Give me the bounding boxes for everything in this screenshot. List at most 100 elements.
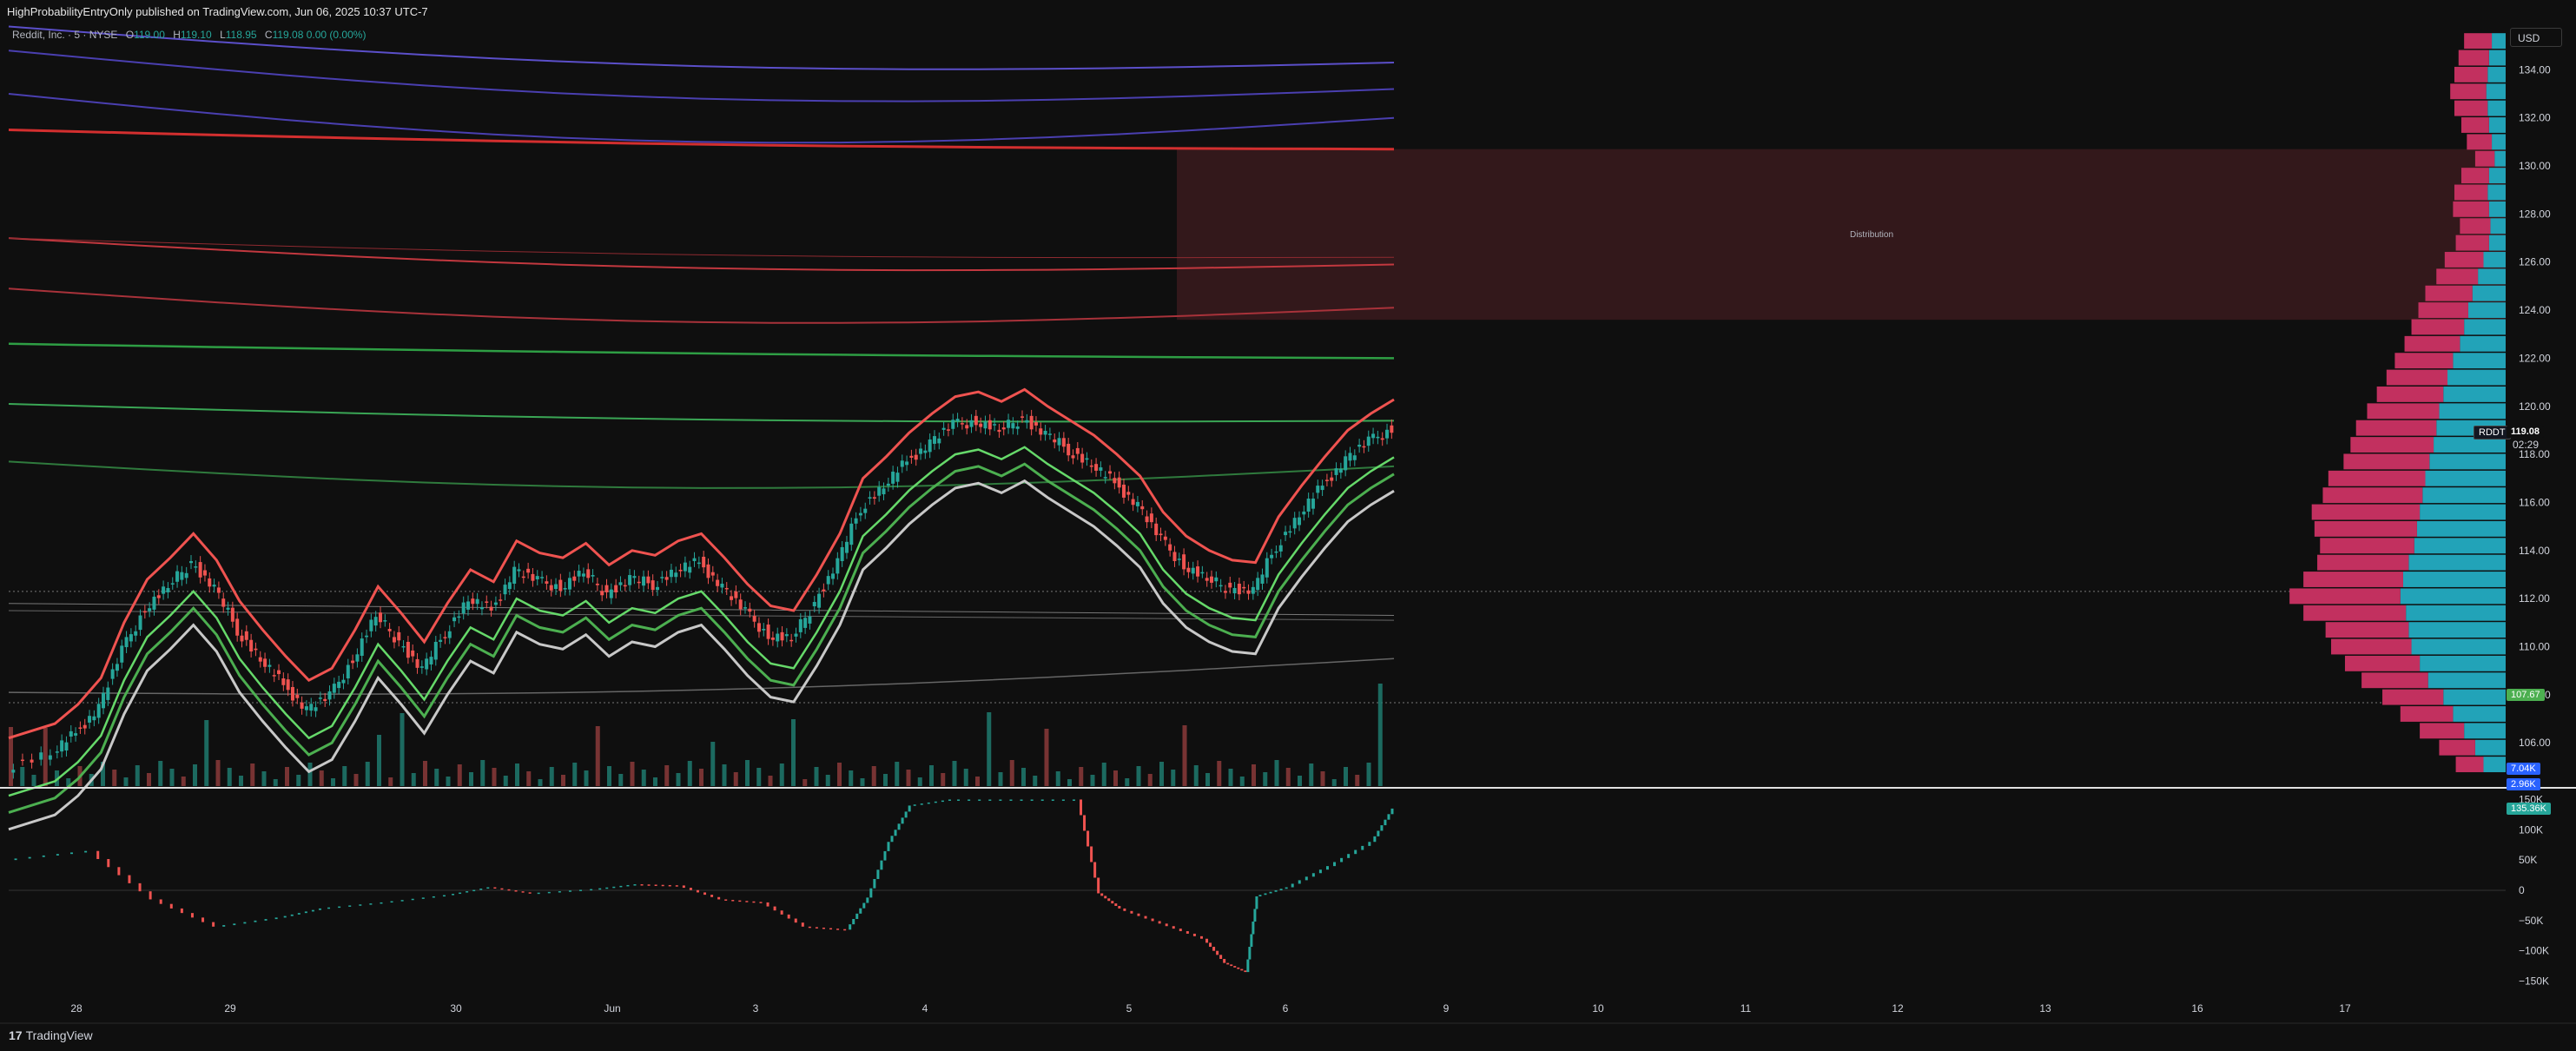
profile-sell-bar xyxy=(2355,420,2437,436)
delta-candle xyxy=(988,799,992,801)
delta-candle xyxy=(590,889,593,891)
volume-bar xyxy=(929,765,934,786)
candle-body xyxy=(60,740,64,752)
delta-last-tag: 135.36K xyxy=(2507,803,2551,815)
profile-sell-bar xyxy=(2474,150,2495,167)
symbol-title[interactable]: Reddit, Inc. · 5 · NYSE xyxy=(12,29,118,41)
candle-body xyxy=(1196,566,1200,577)
delta-candle xyxy=(568,890,571,892)
profile-buy-bar xyxy=(2434,437,2506,453)
volume-bar xyxy=(1021,768,1026,786)
candle-body xyxy=(983,421,987,429)
currency-button[interactable]: USD xyxy=(2510,28,2562,47)
candle-body xyxy=(743,607,748,609)
volume-bar xyxy=(687,761,692,786)
candle-body xyxy=(923,450,928,453)
candle-body xyxy=(531,573,535,581)
candle-body xyxy=(642,576,646,586)
time-axis-tick: 5 xyxy=(1126,1002,1133,1015)
volume-bar xyxy=(1147,774,1153,786)
candle-body xyxy=(1080,453,1085,463)
volume-bar xyxy=(895,762,900,786)
candle-body xyxy=(766,625,770,639)
candle-body xyxy=(669,569,673,578)
candle-body xyxy=(581,573,585,577)
volume-bar xyxy=(998,772,1003,786)
volume-bar xyxy=(849,770,854,786)
candle-body xyxy=(863,508,868,513)
candle-body xyxy=(1117,477,1121,488)
candle-body xyxy=(272,675,276,677)
candle-body xyxy=(1352,455,1357,460)
time-axis-tick: 10 xyxy=(1592,1002,1604,1015)
profile-sell-bar xyxy=(2454,184,2488,201)
delta-candle xyxy=(400,900,404,902)
tradingview-brand[interactable]: 17 TradingView xyxy=(9,1028,93,1042)
candle-series xyxy=(11,409,1394,779)
candle-body xyxy=(1265,558,1269,578)
profile-sell-bar xyxy=(2367,403,2440,420)
candle-body xyxy=(212,585,216,587)
candle-body xyxy=(748,608,752,612)
profile-sell-bar xyxy=(2311,504,2421,520)
candle-body xyxy=(1099,467,1103,471)
volume-bar xyxy=(480,760,485,786)
volume-bar xyxy=(561,775,565,786)
delta-candle xyxy=(28,856,31,859)
volume-bar xyxy=(952,761,957,786)
delta-candle xyxy=(852,918,855,925)
candle-body xyxy=(69,730,73,737)
candle-body xyxy=(628,575,632,585)
volume-bar xyxy=(147,773,151,786)
delta-candle xyxy=(1325,866,1329,870)
volume-bar xyxy=(641,770,646,786)
volume-bar xyxy=(1298,776,1302,786)
candle-body xyxy=(142,611,147,613)
delta-candle xyxy=(1114,903,1118,907)
candle-body xyxy=(1390,425,1394,433)
delta-candle xyxy=(14,858,17,861)
delta-candle xyxy=(920,803,923,805)
candle-body xyxy=(346,664,350,679)
price-axis-tick: 126.00 xyxy=(2519,256,2551,268)
candle-body xyxy=(1228,582,1232,588)
delta-candle xyxy=(808,926,811,929)
candle-body xyxy=(595,583,599,585)
bar-countdown: 02:29 xyxy=(2513,439,2540,451)
volume-bar xyxy=(987,712,992,786)
candle-body xyxy=(678,569,683,572)
candle-body xyxy=(655,586,659,591)
time-axis-tick: 11 xyxy=(1740,1002,1752,1015)
candle-body xyxy=(78,727,83,729)
candle-body xyxy=(411,650,415,657)
delta-candle xyxy=(1246,959,1250,973)
profile-sell-bar xyxy=(2460,117,2489,133)
candle-body xyxy=(545,581,549,584)
delta-candle xyxy=(927,802,930,804)
delta-candle xyxy=(1179,929,1182,932)
volume-tag-high: 7.04K xyxy=(2507,763,2540,775)
candle-body xyxy=(309,704,314,711)
profile-sell-bar xyxy=(2344,655,2421,671)
candle-body xyxy=(941,427,946,430)
candle-body xyxy=(526,568,531,573)
volume-bar xyxy=(653,777,657,786)
profile-buy-bar xyxy=(2406,605,2506,621)
candle-body xyxy=(503,585,507,595)
candle-body xyxy=(124,637,129,648)
candle-body xyxy=(1324,479,1329,481)
trail-stop-red xyxy=(8,387,1395,740)
candle-body xyxy=(1278,545,1283,552)
volume-bar xyxy=(906,770,911,786)
delta-candle xyxy=(212,922,215,927)
volume-bar xyxy=(250,763,255,786)
volume-bar xyxy=(825,775,830,786)
delta-axis-tick: 100K xyxy=(2519,823,2543,836)
candle-body xyxy=(882,488,886,495)
delta-candle xyxy=(1080,799,1083,816)
volume-bar xyxy=(1171,770,1176,786)
volume-bar xyxy=(1125,778,1130,786)
delta-candle xyxy=(948,799,951,801)
candle-body xyxy=(706,564,710,578)
